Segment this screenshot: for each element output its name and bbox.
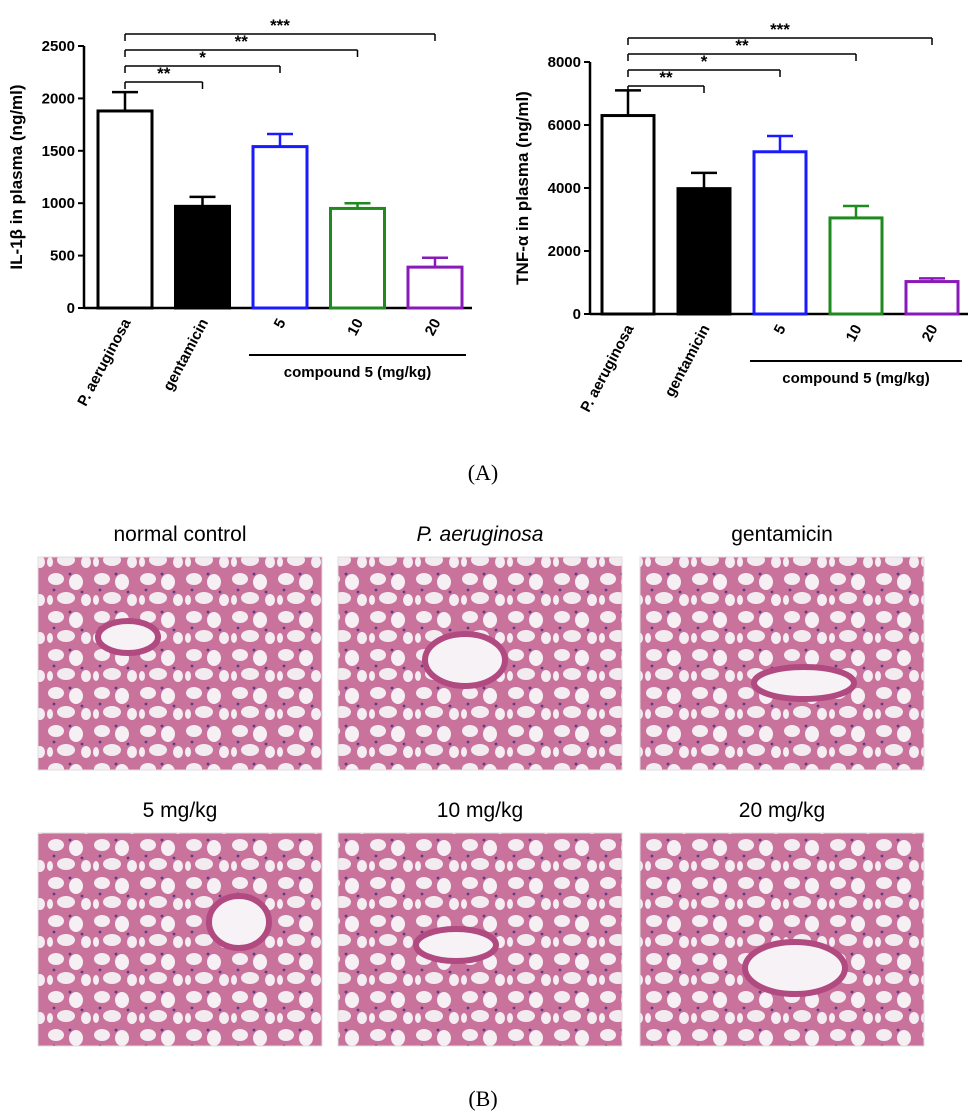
y-tick-label: 2000 — [42, 90, 75, 107]
micrograph: gentamicin — [639, 523, 925, 771]
micrograph-title: 20 mg/kg — [739, 799, 825, 822]
x-tick-label: 10 — [843, 322, 866, 345]
micrograph-title: 10 mg/kg — [437, 799, 523, 822]
x-tick-label: 20 — [919, 322, 942, 345]
panel-label: (B) — [468, 1086, 497, 1111]
micrograph-title: 5 mg/kg — [143, 799, 218, 822]
group-label: compound 5 (mg/kg) — [284, 364, 432, 381]
micrograph: normal control — [37, 523, 323, 771]
x-tick-label: gentamicin — [661, 322, 713, 400]
micrograph-border — [37, 556, 323, 771]
y-tick-label: 0 — [573, 306, 581, 323]
micrograph-image — [640, 557, 924, 770]
bar — [329, 206, 386, 310]
micrograph-border — [337, 832, 623, 1047]
y-tick-label: 1000 — [42, 195, 75, 212]
x-tick-label: P. aeruginosa — [74, 315, 135, 409]
y-tick-label: 500 — [50, 248, 75, 265]
y-tick-label: 6000 — [548, 117, 581, 134]
micrograph-title: normal control — [113, 523, 246, 546]
bar — [174, 204, 231, 310]
significance-label: ** — [735, 36, 749, 55]
y-tick-label: 2000 — [548, 243, 581, 260]
bar — [676, 187, 732, 316]
chart: 0 2000 4000 6000 8000 TNF-α in plasma (ng/ml)… — [513, 20, 968, 415]
bar — [904, 280, 960, 316]
airway — [422, 631, 508, 689]
panel-label: (A) — [468, 460, 499, 485]
micrograph-border — [639, 832, 925, 1047]
y-axis-label: TNF-α in plasma (ng/ml) — [513, 91, 532, 285]
bar — [828, 216, 884, 316]
significance-label: * — [199, 48, 206, 67]
micrograph-border — [337, 556, 623, 771]
x-tick-label: 5 — [271, 316, 290, 331]
airway — [751, 664, 857, 702]
significance-label: ** — [235, 32, 249, 51]
micrograph-title: gentamicin — [731, 523, 833, 546]
bar — [406, 265, 464, 310]
x-tick-label: P. aeruginosa — [577, 321, 638, 415]
bar — [96, 109, 154, 310]
micrograph-border — [37, 832, 323, 1047]
bar — [251, 145, 309, 310]
bar — [752, 150, 808, 316]
micrograph: 10 mg/kg — [337, 799, 623, 1047]
micrograph-image — [640, 833, 924, 1046]
airway — [206, 893, 272, 951]
significance-label: ** — [659, 68, 673, 87]
significance-label: * — [701, 52, 708, 71]
x-tick-label: 10 — [344, 316, 367, 339]
micrograph: P. aeruginosa — [337, 523, 623, 771]
micrograph-border — [639, 556, 925, 771]
x-tick-label: 5 — [771, 322, 790, 337]
y-tick-label: 2500 — [42, 38, 75, 55]
significance-label: ** — [157, 64, 171, 83]
significance-label: *** — [770, 20, 790, 39]
chart: 0 500 1000 1500 2000 2500 IL-1β in plasma (ng/… — [7, 16, 472, 409]
y-tick-label: 0 — [67, 300, 75, 317]
significance-label: *** — [270, 16, 290, 35]
micrograph-image — [38, 557, 322, 770]
group-label: compound 5 (mg/kg) — [782, 370, 930, 387]
y-tick-label: 8000 — [548, 54, 581, 71]
y-tick-label: 4000 — [548, 180, 581, 197]
y-axis-label: IL-1β in plasma (ng/ml) — [7, 84, 26, 269]
airway — [95, 618, 161, 656]
bar — [600, 114, 656, 316]
x-tick-label: gentamicin — [160, 316, 212, 394]
airway — [742, 939, 848, 997]
y-tick-label: 1500 — [42, 143, 75, 160]
x-tick-label: 20 — [422, 316, 445, 339]
micrograph-title: P. aeruginosa — [417, 523, 544, 546]
airway — [413, 926, 499, 964]
micrograph: 5 mg/kg — [37, 799, 323, 1047]
micrograph-image — [38, 833, 322, 1046]
micrograph: 20 mg/kg — [639, 799, 925, 1047]
